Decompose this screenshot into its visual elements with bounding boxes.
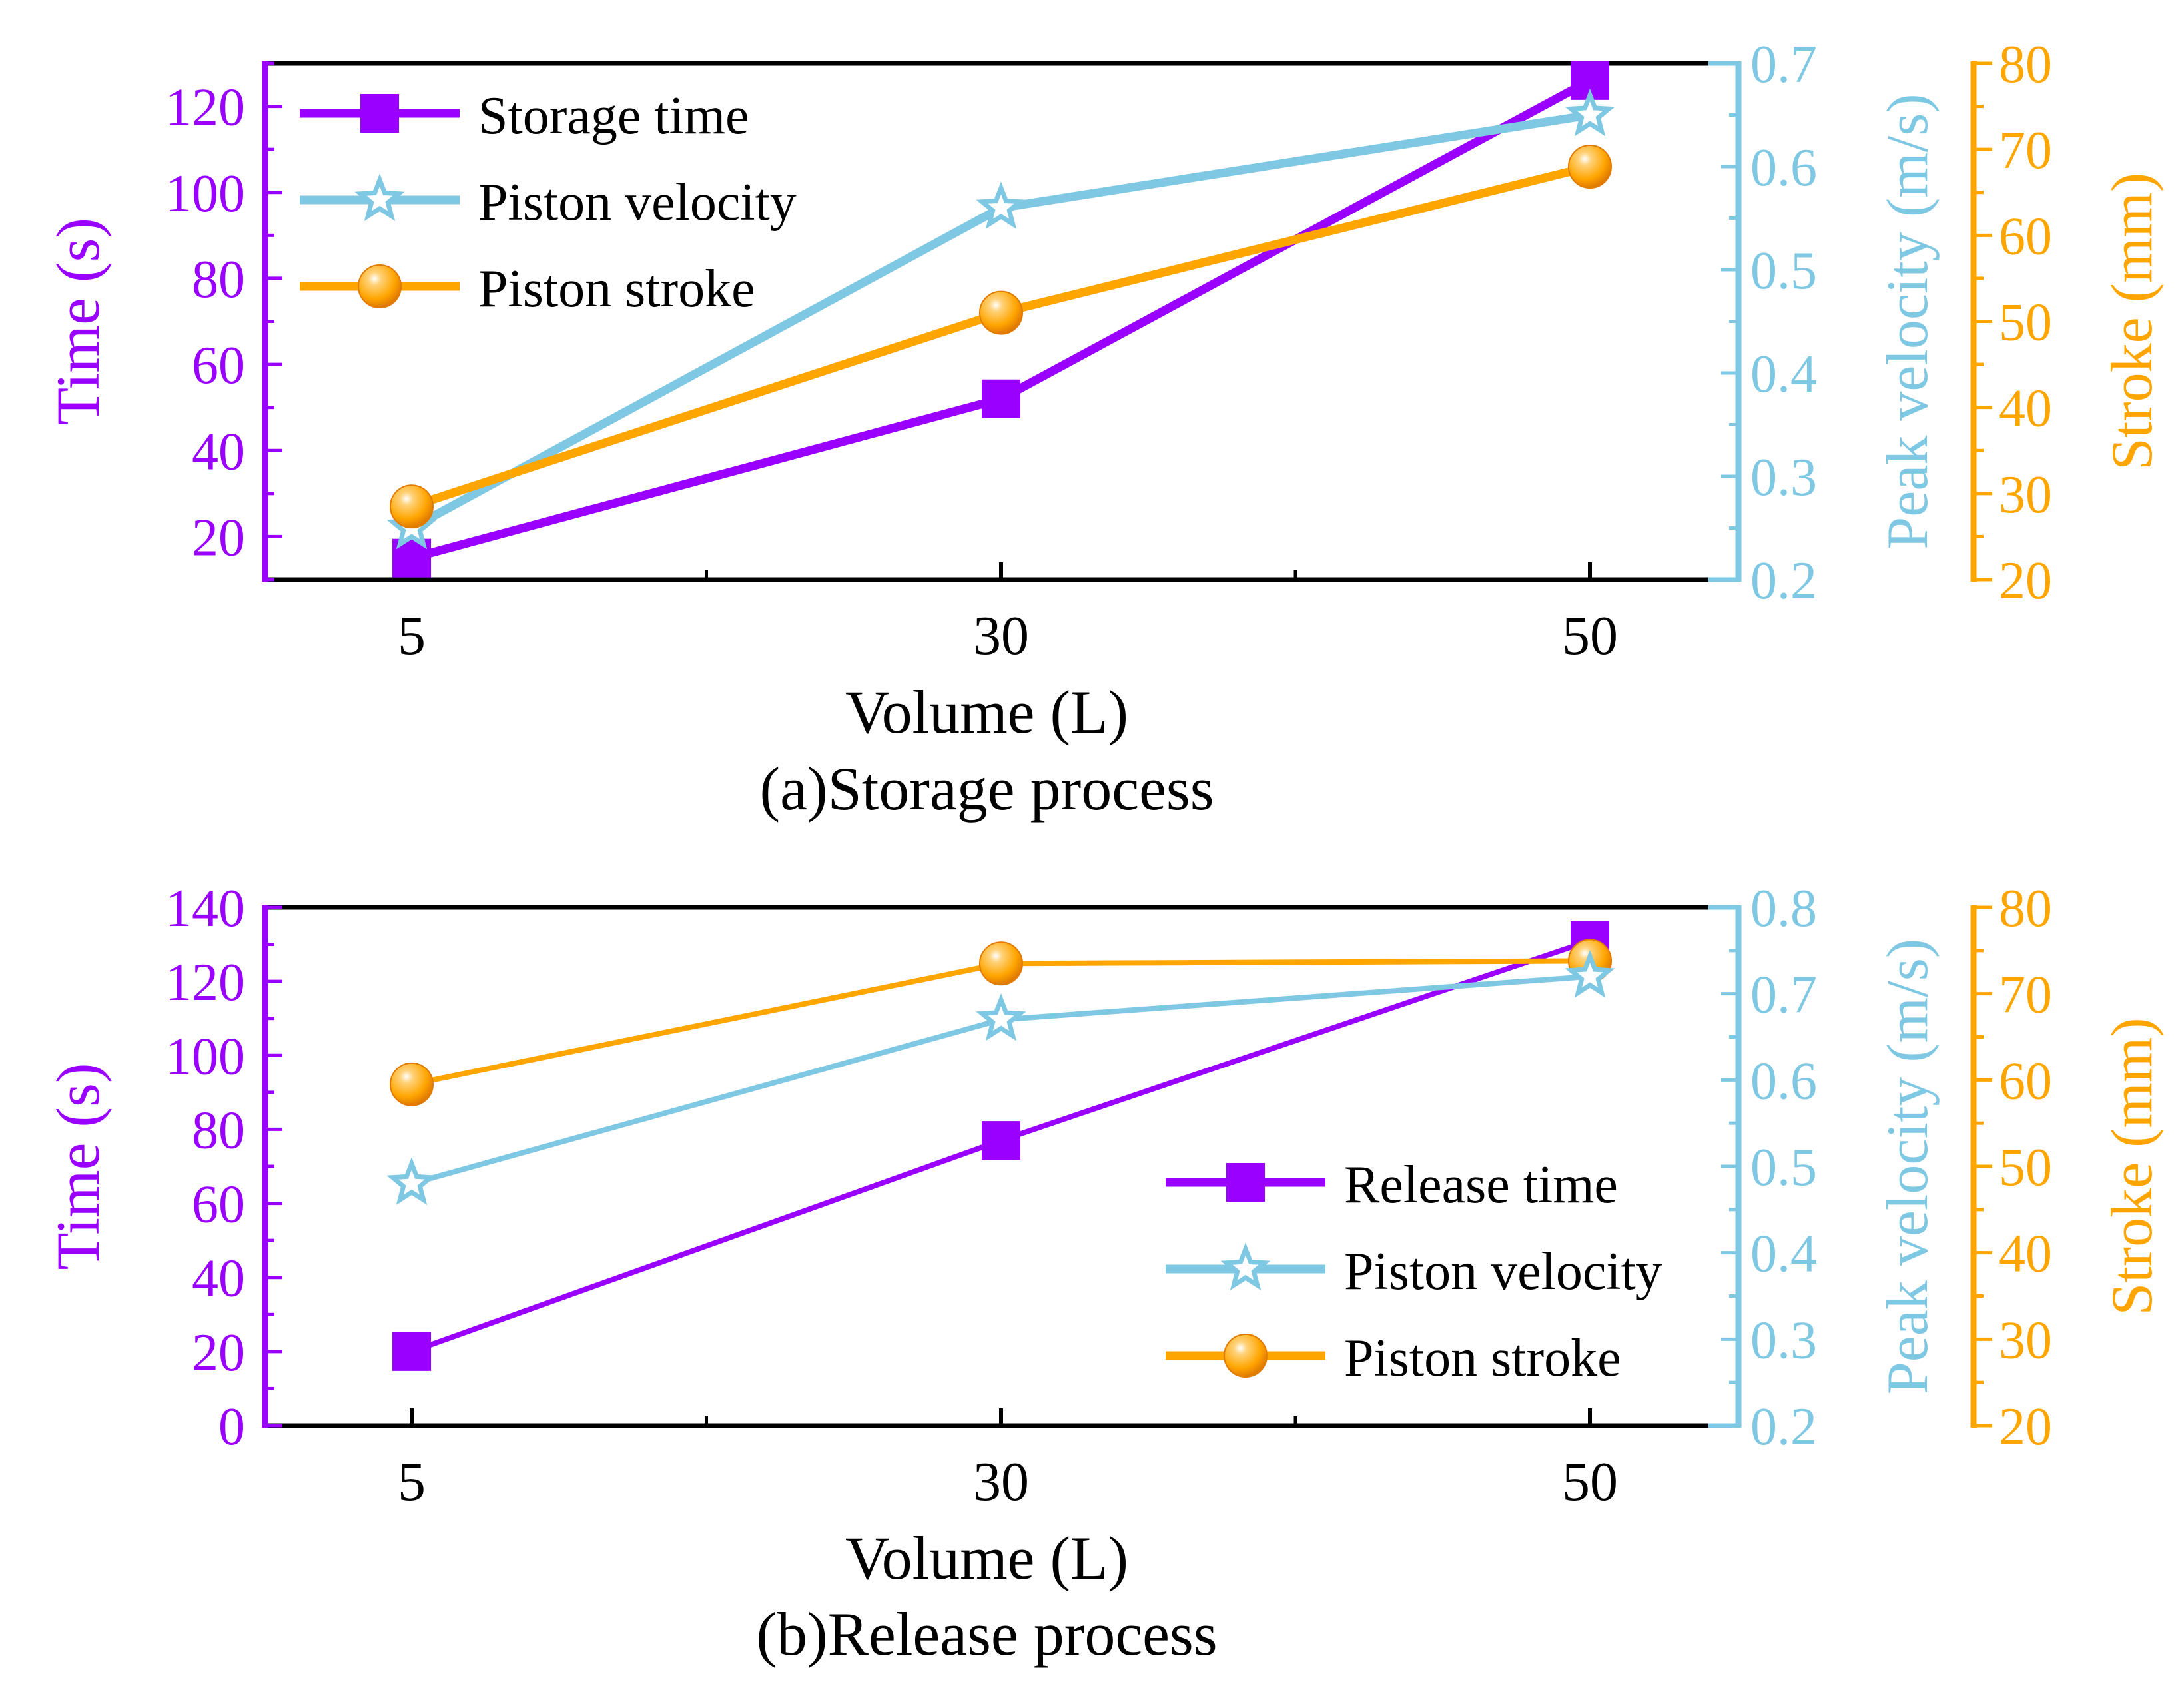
x-axis-label: Volume (L) [845, 1524, 1128, 1592]
velocity-tick-label: 0.3 [1750, 448, 1817, 507]
velocity-tick-label: 0.5 [1750, 1138, 1817, 1197]
series-piston-stroke [390, 145, 1612, 529]
stroke-tick-label: 80 [1999, 35, 2052, 94]
velocity-tick-label: 0.8 [1750, 879, 1817, 938]
velocity-axis-label: Peak velocity (m/s) [1876, 93, 1940, 549]
velocity-tick-label: 0.7 [1750, 966, 1817, 1025]
stroke-tick-label: 50 [1999, 294, 2052, 352]
x-tick-label: 50 [1562, 1451, 1618, 1513]
legend-label: Piston velocity [1344, 1242, 1662, 1301]
legend-label: Storage time [478, 87, 749, 145]
data-point-star [386, 1157, 437, 1205]
time-axis-label: Time (s) [44, 1063, 112, 1270]
velocity-tick-label: 0.3 [1750, 1311, 1817, 1370]
time-tick-label: 80 [192, 250, 245, 309]
stroke-tick-label: 40 [1999, 1225, 2052, 1284]
data-point-ball [1568, 145, 1612, 189]
legend-marker-star [1220, 1242, 1271, 1291]
legend: Storage time Piston velocity Piston stroke [300, 87, 797, 318]
legend-marker-ball [1224, 1334, 1268, 1378]
data-point-ball [979, 941, 1023, 986]
panel-storage: 5 30 50 Volume (L) (a)Storage process 20 40 60 8… [44, 35, 2165, 823]
time-tick-label: 80 [192, 1101, 245, 1160]
x-axis-label: Volume (L) [845, 678, 1128, 746]
data-point-square [982, 1121, 1020, 1160]
stroke-axis-label: Stroke (mm) [2100, 1017, 2165, 1315]
legend-marker-square [1226, 1163, 1265, 1202]
stroke-tick-label: 20 [1999, 552, 2052, 610]
x-tick-label: 30 [973, 1451, 1029, 1513]
x-tick-label: 5 [398, 1451, 426, 1513]
time-tick-label: 40 [192, 422, 245, 481]
data-point-square [982, 379, 1020, 418]
legend-marker-square [360, 94, 399, 133]
panel-release: 5 30 50 Volume (L) (b)Release process 0 20 40 60… [44, 879, 2165, 1668]
time-tick-label: 120 [165, 79, 245, 137]
stroke-tick-label: 50 [1999, 1138, 2052, 1197]
legend-label: Release time [1344, 1156, 1618, 1214]
x-tick-label: 30 [973, 605, 1029, 667]
panel-caption: (a)Storage process [759, 755, 1214, 823]
legend-marker-ball [358, 264, 402, 308]
time-tick-label: 120 [165, 953, 245, 1012]
series-piston-velocity [386, 950, 1615, 1205]
stroke-tick-label: 30 [1999, 466, 2052, 524]
time-tick-label: 0 [218, 1398, 245, 1456]
legend-marker-star [354, 173, 405, 222]
x-tick-label: 5 [398, 605, 426, 667]
stroke-tick-label: 30 [1999, 1311, 2052, 1370]
data-point-ball [979, 290, 1023, 335]
stroke-tick-label: 40 [1999, 380, 2052, 438]
time-tick-label: 20 [192, 508, 245, 567]
time-axis-label: Time (s) [44, 218, 112, 425]
data-point-square [392, 1332, 431, 1371]
legend-label: Piston stroke [478, 260, 755, 318]
time-tick-label: 40 [192, 1250, 245, 1308]
velocity-tick-label: 0.6 [1750, 139, 1817, 197]
velocity-tick-label: 0.6 [1750, 1052, 1817, 1110]
panel-caption: (b)Release process [756, 1600, 1217, 1668]
data-point-star [976, 993, 1026, 1041]
stroke-tick-label: 60 [1999, 207, 2052, 266]
time-tick-label: 60 [192, 336, 245, 395]
velocity-tick-label: 0.4 [1750, 345, 1817, 404]
data-point-ball [390, 1062, 434, 1106]
velocity-tick-label: 0.7 [1750, 35, 1817, 94]
velocity-tick-label: 0.2 [1750, 1398, 1817, 1456]
legend-label: Piston velocity [478, 173, 797, 232]
time-tick-label: 140 [165, 879, 245, 938]
velocity-tick-label: 0.5 [1750, 242, 1817, 300]
stroke-axis-label: Stroke (mm) [2100, 173, 2165, 470]
stroke-tick-label: 70 [1999, 121, 2052, 180]
velocity-tick-label: 0.2 [1750, 552, 1817, 610]
time-tick-label: 60 [192, 1176, 245, 1234]
stroke-tick-label: 70 [1999, 966, 2052, 1025]
x-tick-label: 50 [1562, 605, 1618, 667]
data-point-star [1565, 88, 1615, 137]
legend-label: Piston stroke [1344, 1329, 1621, 1388]
data-point-ball [390, 484, 434, 529]
data-point-star [1565, 950, 1615, 998]
time-tick-label: 100 [165, 1027, 245, 1086]
time-tick-label: 100 [165, 165, 245, 223]
time-tick-label: 20 [192, 1324, 245, 1382]
stroke-tick-label: 20 [1999, 1398, 2052, 1456]
stroke-tick-label: 80 [1999, 879, 2052, 938]
stroke-tick-label: 60 [1999, 1052, 2052, 1110]
velocity-axis-label: Peak velocity (m/s) [1876, 939, 1940, 1394]
legend: Release time Piston velocity Piston stroke [1166, 1156, 1662, 1388]
data-point-star [976, 181, 1026, 230]
velocity-tick-label: 0.4 [1750, 1225, 1817, 1284]
